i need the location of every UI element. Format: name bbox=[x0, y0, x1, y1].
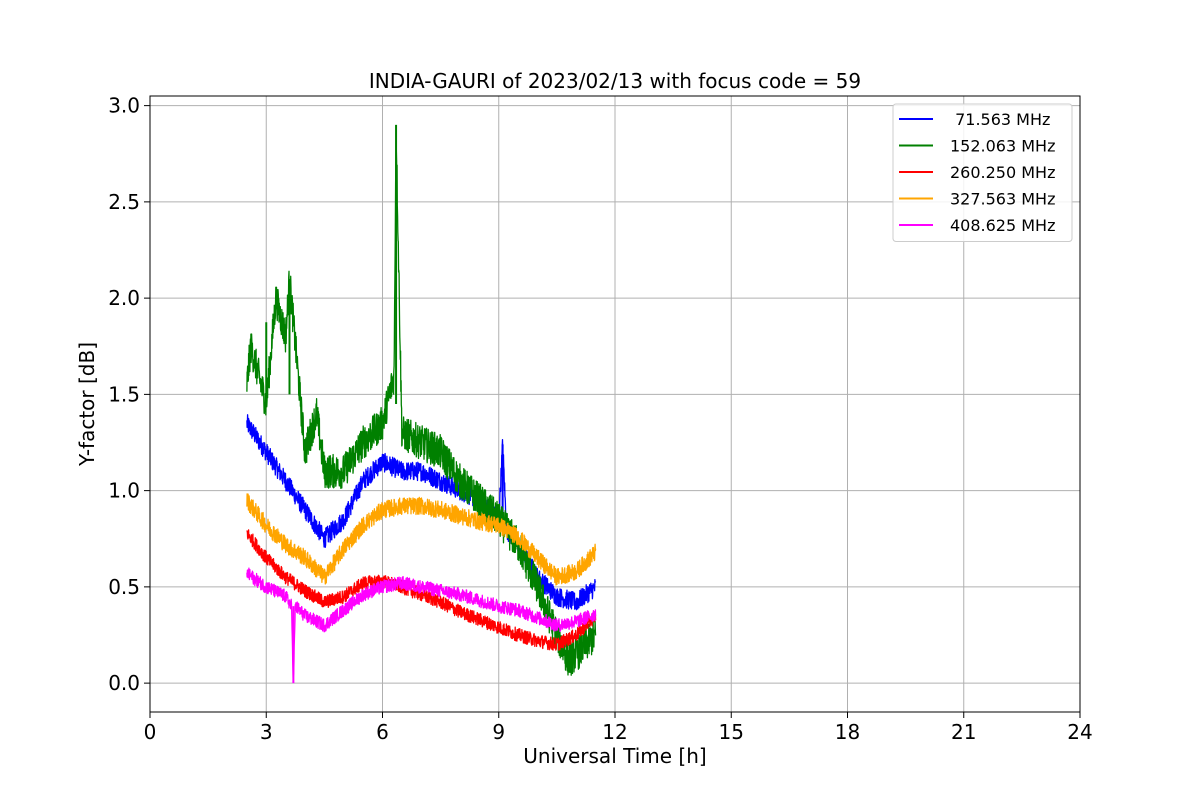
series-line bbox=[246, 567, 597, 681]
series-line bbox=[246, 493, 597, 586]
x-tick-label: 24 bbox=[1067, 720, 1092, 744]
x-axis-label: Universal Time [h] bbox=[523, 744, 706, 768]
series-line bbox=[246, 529, 597, 651]
legend-entry-label: 260.250 MHz bbox=[950, 163, 1055, 182]
x-tick-label: 15 bbox=[719, 720, 744, 744]
chart-title: INDIA-GAURI of 2023/02/13 with focus cod… bbox=[369, 69, 861, 93]
legend-entry-label: 327.563 MHz bbox=[950, 190, 1055, 209]
ticks: 0 3 6 9 12 15 18 21 24 0.0 0.5 1.0 1.5 2.0 2.5 3.0 bbox=[108, 94, 1093, 744]
plot-series bbox=[246, 124, 597, 684]
x-tick-label: 0 bbox=[144, 720, 157, 744]
x-tick-label: 12 bbox=[602, 720, 627, 744]
x-tick-label: 6 bbox=[376, 720, 389, 744]
y-tick-label: 2.0 bbox=[108, 286, 140, 310]
legend-entry-label: 152.063 MHz bbox=[950, 137, 1055, 156]
legend-box bbox=[892, 103, 1073, 242]
legend: 71.563 MHz 152.063 MHz 260.250 MHz 327.563 … bbox=[892, 103, 1073, 242]
y-tick-label: 3.0 bbox=[108, 94, 140, 118]
y-tick-label: 0.0 bbox=[108, 671, 140, 695]
x-tick-label: 9 bbox=[492, 720, 505, 744]
legend-entry-label: 408.625 MHz bbox=[950, 216, 1055, 235]
y-tick-label: 2.5 bbox=[108, 190, 140, 214]
x-tick-label: 3 bbox=[260, 720, 273, 744]
y-tick-label: 1.5 bbox=[108, 382, 140, 406]
y-axis-label: Y-factor [dB] bbox=[75, 342, 99, 467]
y-tick-label: 0.5 bbox=[108, 575, 140, 599]
series-line bbox=[246, 124, 597, 676]
y-tick-label: 1.0 bbox=[108, 479, 140, 503]
x-tick-label: 21 bbox=[951, 720, 976, 744]
x-tick-label: 18 bbox=[835, 720, 860, 744]
legend-entry-label: 71.563 MHz bbox=[950, 110, 1050, 129]
